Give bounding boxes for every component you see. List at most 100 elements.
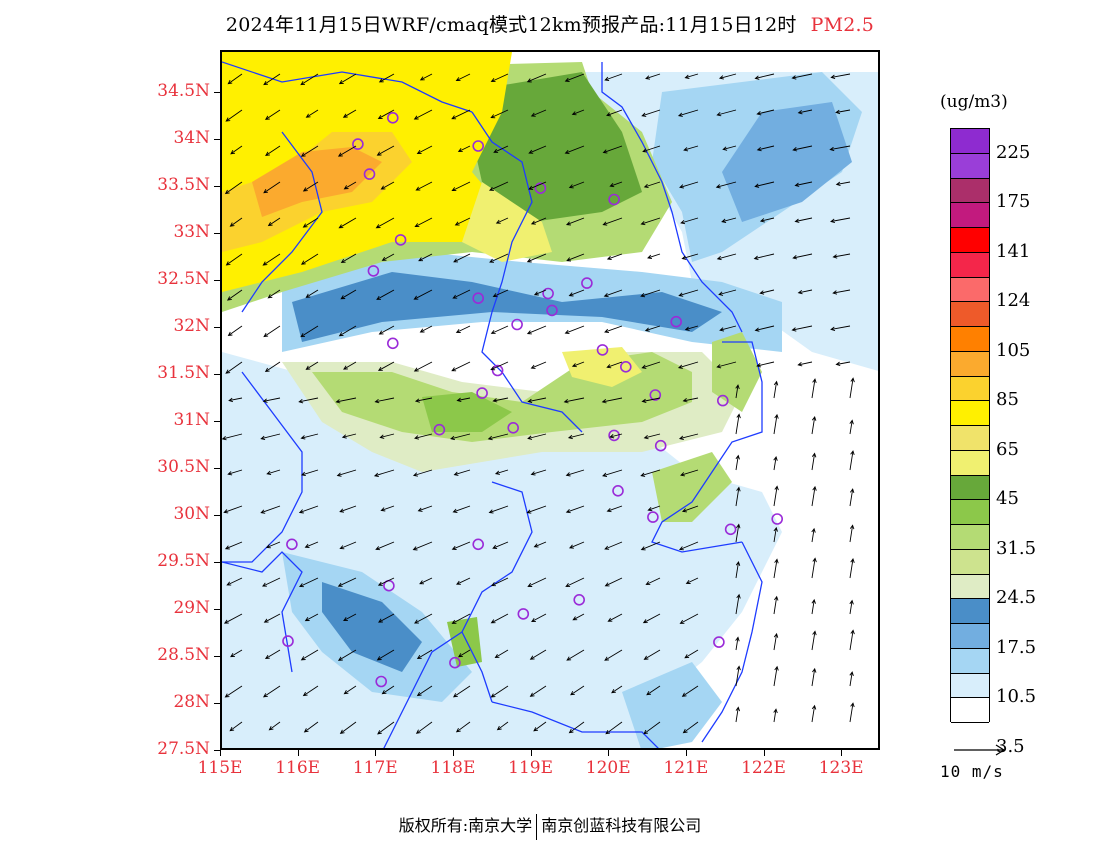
wind-arrow bbox=[849, 671, 854, 687]
wind-arrow bbox=[773, 380, 779, 399]
wind-arrow bbox=[715, 181, 737, 189]
wind-arrow bbox=[643, 721, 661, 735]
colorbar-swatch bbox=[951, 698, 989, 723]
colorbar-swatch bbox=[951, 500, 989, 525]
wind-arrow bbox=[681, 253, 699, 260]
wind-arrow bbox=[811, 598, 816, 615]
lat-tick bbox=[214, 703, 220, 705]
wind-arrow bbox=[605, 721, 623, 735]
wind-arrow bbox=[533, 721, 547, 732]
colorbar-swatch bbox=[951, 426, 989, 451]
wind-arrow bbox=[414, 397, 433, 403]
lon-label: 118E bbox=[430, 758, 476, 778]
station-marker bbox=[449, 656, 461, 669]
boundary-henan-anhui bbox=[241, 131, 323, 313]
wind-arrow bbox=[718, 73, 737, 80]
lat-tick bbox=[214, 609, 220, 611]
wind-arrow bbox=[493, 145, 509, 153]
colorbar-swatch bbox=[951, 475, 989, 501]
station-marker bbox=[511, 318, 523, 331]
wind-arrow bbox=[602, 145, 623, 154]
wind-arrow bbox=[416, 145, 433, 154]
wind-arrow bbox=[564, 145, 585, 155]
colorbar-label: 225 bbox=[996, 141, 1031, 163]
wind-arrow bbox=[341, 433, 357, 439]
boundary-zhejiang-jiangxi bbox=[383, 631, 463, 748]
wind-arrow bbox=[641, 109, 661, 117]
wind-arrow bbox=[529, 685, 547, 697]
station-marker bbox=[724, 523, 737, 536]
lon-tick bbox=[685, 750, 687, 756]
wind-arrow bbox=[343, 361, 357, 370]
wind-arrow bbox=[379, 433, 395, 439]
wind-arrow bbox=[735, 561, 741, 579]
station-marker bbox=[647, 511, 659, 523]
wind-arrow bbox=[376, 145, 395, 156]
wind-arrow bbox=[527, 433, 547, 440]
wind-arrow bbox=[835, 109, 851, 115]
wind-arrow bbox=[414, 217, 433, 228]
wind-arrow bbox=[835, 181, 851, 187]
wind-arrow bbox=[412, 541, 433, 551]
pm25-map bbox=[222, 52, 878, 748]
wind-arrow bbox=[229, 721, 243, 732]
station-marker bbox=[352, 138, 364, 150]
wind-arrow bbox=[642, 145, 661, 153]
wind-arrow bbox=[811, 485, 817, 507]
field-darkgreen-middle bbox=[422, 392, 512, 432]
wind-arrow bbox=[415, 721, 433, 734]
wind-arrow bbox=[735, 706, 741, 723]
lon-label: 115E bbox=[197, 758, 243, 778]
wind-arrow bbox=[773, 526, 778, 543]
wind-arrow bbox=[378, 613, 395, 623]
station-marker bbox=[596, 344, 609, 356]
wind-arrow bbox=[263, 325, 281, 338]
wind-arrow bbox=[606, 505, 623, 513]
wind-arrow bbox=[531, 613, 547, 622]
boundary-anhui-jiangxi bbox=[222, 371, 303, 563]
colorbar-swatch bbox=[951, 277, 989, 303]
wind-arrow bbox=[604, 325, 623, 334]
wind-arrow bbox=[647, 253, 661, 259]
wind-arrow bbox=[722, 145, 737, 151]
wind-arrow bbox=[602, 217, 623, 226]
copyright-left: 版权所有:南京大学 bbox=[398, 816, 533, 835]
colorbar-label: 31.5 bbox=[996, 537, 1037, 559]
wind-arrow bbox=[682, 721, 699, 734]
wind-arrow bbox=[735, 486, 741, 507]
colorbar-label: 17.5 bbox=[996, 636, 1037, 658]
wind-arrow bbox=[563, 397, 585, 404]
wind-arrow bbox=[263, 613, 281, 623]
province-boundaries bbox=[222, 61, 763, 748]
lat-tick bbox=[214, 656, 220, 658]
wind-arrow bbox=[568, 181, 585, 189]
copyright-right: 南京创蓝科技有限公司 bbox=[541, 816, 702, 835]
wind-arrow bbox=[416, 685, 433, 697]
colorbar-label: 105 bbox=[996, 339, 1031, 361]
wind-arrow bbox=[756, 145, 775, 152]
wind-arrow bbox=[414, 433, 433, 440]
station-marker bbox=[649, 389, 662, 401]
wind-arrow bbox=[647, 505, 661, 512]
wind-arrow bbox=[564, 325, 585, 335]
wind-arrow bbox=[343, 685, 357, 695]
lon-label: 117E bbox=[352, 758, 398, 778]
wind-arrow bbox=[716, 361, 737, 369]
station-marker bbox=[387, 112, 399, 124]
boundary-zhejiang-fujian bbox=[491, 701, 659, 748]
wind-arrow bbox=[417, 505, 433, 512]
station-marker bbox=[472, 538, 485, 551]
wind-arrow bbox=[490, 109, 509, 119]
wind-arrow bbox=[773, 558, 779, 579]
wind-arrow bbox=[304, 541, 319, 548]
lat-tick bbox=[214, 186, 220, 188]
colorbar-swatch bbox=[951, 203, 989, 228]
wind-arrow bbox=[452, 685, 471, 698]
station-marker bbox=[433, 423, 446, 436]
lat-tick bbox=[214, 280, 220, 282]
wind-arrow bbox=[419, 325, 433, 333]
wind-arrow bbox=[377, 361, 395, 371]
wind-arrow bbox=[339, 505, 357, 513]
field-yellow-light bbox=[462, 182, 552, 262]
wind-arrow bbox=[791, 325, 813, 332]
